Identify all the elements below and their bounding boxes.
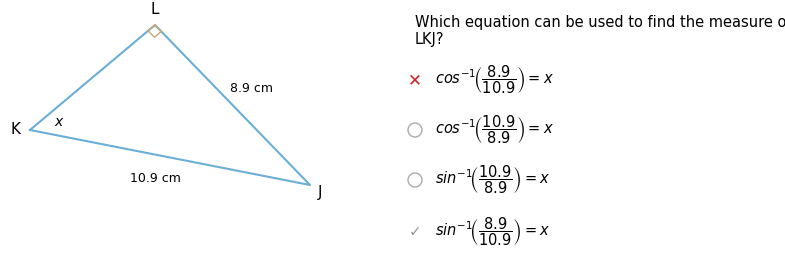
- Text: $sin^{-1}\!\left(\dfrac{10.9}{8.9}\right) = x$: $sin^{-1}\!\left(\dfrac{10.9}{8.9}\right…: [435, 164, 550, 196]
- Text: $cos^{-1}\!\left(\dfrac{8.9}{10.9}\right) = x$: $cos^{-1}\!\left(\dfrac{8.9}{10.9}\right…: [435, 64, 554, 96]
- Text: Which equation can be used to find the measure of angle
LKJ?: Which equation can be used to find the m…: [415, 15, 785, 47]
- Text: J: J: [318, 184, 323, 200]
- Text: 10.9 cm: 10.9 cm: [130, 171, 181, 184]
- Text: 8.9 cm: 8.9 cm: [231, 81, 273, 94]
- Text: ✓: ✓: [409, 224, 422, 240]
- Text: ✕: ✕: [408, 71, 422, 89]
- Text: L: L: [151, 2, 159, 17]
- Text: $sin^{-1}\!\left(\dfrac{8.9}{10.9}\right) = x$: $sin^{-1}\!\left(\dfrac{8.9}{10.9}\right…: [435, 216, 550, 248]
- Text: K: K: [10, 123, 20, 137]
- Text: x: x: [54, 115, 62, 129]
- Text: $cos^{-1}\!\left(\dfrac{10.9}{8.9}\right) = x$: $cos^{-1}\!\left(\dfrac{10.9}{8.9}\right…: [435, 114, 554, 146]
